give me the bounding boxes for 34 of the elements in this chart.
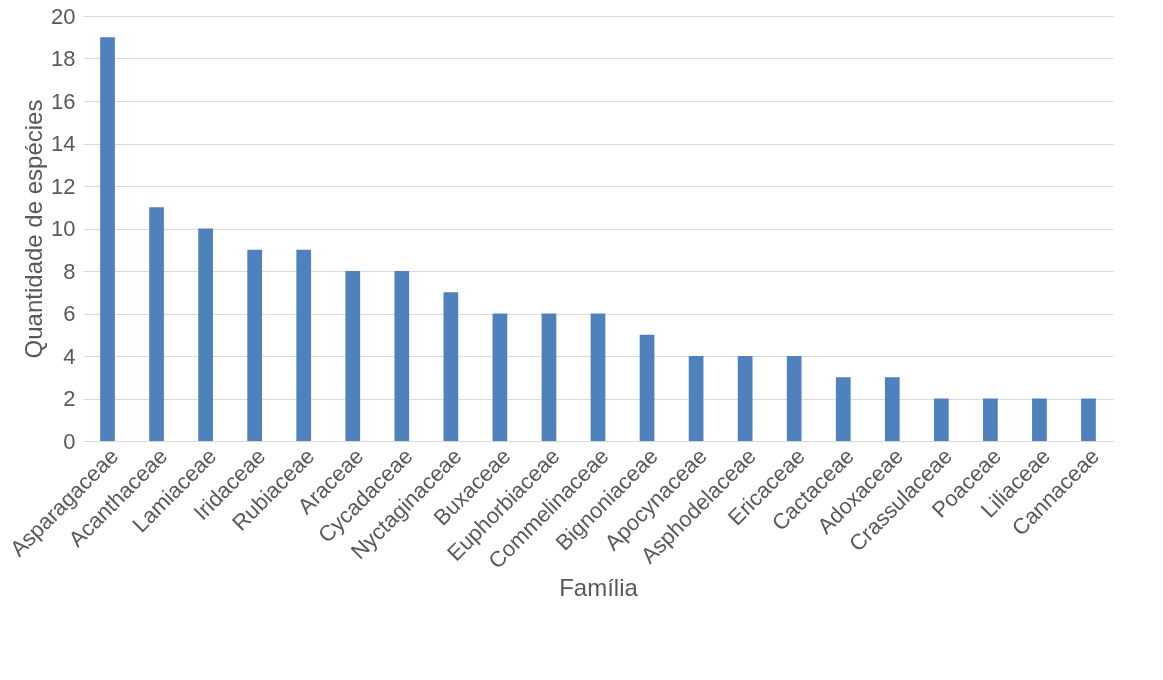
bar — [492, 313, 508, 441]
bar — [1032, 398, 1047, 441]
bar — [639, 334, 655, 441]
bar — [247, 249, 263, 441]
y-tick-label: 0 — [63, 428, 76, 454]
bar — [688, 356, 704, 441]
bar — [345, 271, 361, 441]
y-tick-label: 14 — [51, 131, 76, 156]
y-tick-label: 12 — [51, 173, 76, 199]
bar — [149, 207, 164, 441]
bar — [737, 356, 753, 441]
bar — [933, 398, 949, 441]
bar — [198, 228, 213, 441]
y-tick-label: 18 — [51, 46, 76, 71]
bar — [835, 377, 851, 441]
bar — [296, 249, 312, 441]
bar — [1081, 398, 1096, 441]
y-tick-label: 4 — [63, 343, 76, 369]
bar — [590, 313, 606, 441]
bar — [983, 398, 998, 441]
y-tick-label: 10 — [51, 216, 76, 241]
y-tick-label: 6 — [63, 301, 76, 326]
bar — [443, 292, 459, 441]
bar — [884, 377, 900, 441]
bar — [394, 271, 410, 441]
x-axis-title: Família — [559, 573, 639, 601]
y-tick-label: 16 — [51, 88, 76, 114]
y-axis-title: Quantidade de espécies — [20, 99, 48, 359]
y-tick-label: 8 — [63, 258, 76, 284]
bar — [786, 356, 802, 441]
y-tick-label: 20 — [51, 3, 76, 29]
bar — [100, 37, 115, 441]
bar — [541, 313, 557, 441]
y-tick-label: 2 — [63, 386, 76, 411]
